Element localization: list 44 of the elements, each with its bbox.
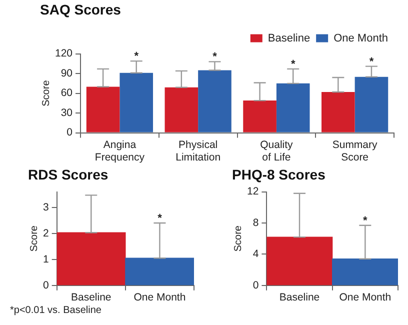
y-axis-title: Score bbox=[232, 225, 244, 252]
annotation: * bbox=[212, 51, 218, 64]
bar bbox=[198, 70, 232, 132]
annotation: * bbox=[158, 212, 163, 225]
bar bbox=[164, 87, 198, 132]
x-tick-label: Quality of Life bbox=[260, 138, 294, 164]
chart-title: SAQ Scores bbox=[40, 1, 122, 18]
y-tick-label: 1 bbox=[42, 253, 49, 266]
y-tick-label: 90 bbox=[60, 67, 73, 80]
legend-label: Baseline bbox=[268, 32, 310, 44]
chart-title: RDS Scores bbox=[28, 166, 108, 182]
y-tick-label: 12 bbox=[246, 186, 259, 198]
x-tick-label: Angina Frequency bbox=[94, 138, 146, 164]
bar bbox=[322, 92, 355, 132]
bar bbox=[120, 72, 154, 132]
y-tick-label: 30 bbox=[60, 106, 73, 119]
y-axis-title: Score bbox=[40, 80, 52, 106]
legend-label: One Month bbox=[334, 32, 388, 44]
y-axis-title: Score bbox=[28, 225, 40, 252]
bar bbox=[354, 76, 388, 132]
y-tick-label: 0 bbox=[252, 279, 259, 292]
y-tick-label: 120 bbox=[54, 48, 73, 60]
text: *p<0.01 vs. Baseline bbox=[10, 305, 102, 316]
y-tick-label: 3 bbox=[42, 201, 49, 214]
y-tick-label: 4 bbox=[252, 248, 259, 260]
y-tick-label: 0 bbox=[42, 279, 49, 292]
chart-title: PHQ-8 Scores bbox=[232, 166, 326, 182]
y-tick-label: 60 bbox=[60, 87, 73, 100]
bar bbox=[243, 100, 276, 132]
x-tick-label: Summary Score bbox=[332, 138, 378, 164]
bar bbox=[276, 83, 310, 132]
bar bbox=[86, 86, 120, 132]
annotation: * bbox=[369, 56, 374, 68]
x-tick-label: Physical Limitation bbox=[176, 138, 221, 164]
annotation: * bbox=[134, 50, 140, 63]
y-tick-label: 0 bbox=[66, 126, 73, 139]
x-tick-label: One Month bbox=[339, 292, 392, 304]
y-tick-label: 8 bbox=[252, 216, 259, 229]
x-tick-label: One Month bbox=[134, 292, 186, 304]
y-tick-label: 2 bbox=[42, 227, 49, 240]
x-tick-label: Baseline bbox=[70, 292, 112, 304]
annotation: * bbox=[363, 214, 368, 227]
x-tick-label: Baseline bbox=[279, 292, 320, 304]
annotation: * bbox=[290, 58, 296, 70]
